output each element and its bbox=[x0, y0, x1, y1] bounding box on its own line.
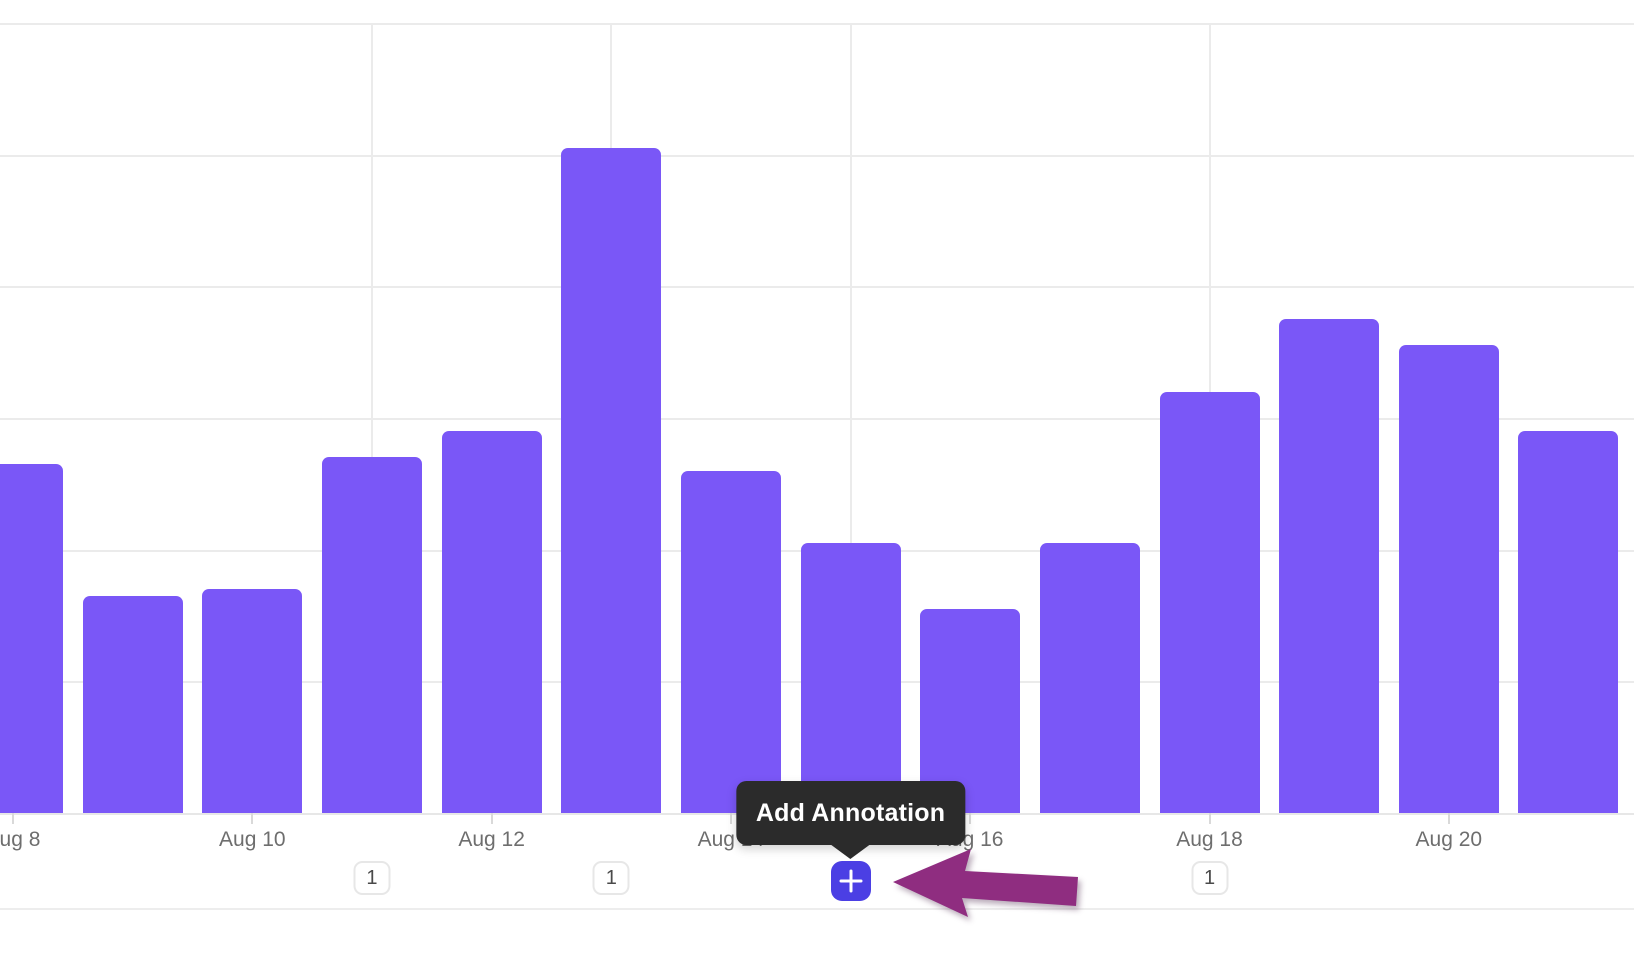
bar-aug-20[interactable] bbox=[1398, 345, 1499, 813]
gridline-horizontal bbox=[0, 417, 1634, 420]
gridline-horizontal bbox=[0, 286, 1634, 289]
bar-aug-12[interactable] bbox=[441, 431, 542, 813]
x-axis-label: Aug 18 bbox=[1176, 828, 1243, 851]
bar-aug-16[interactable] bbox=[920, 608, 1021, 813]
bar-aug-9[interactable] bbox=[82, 595, 183, 813]
bottom-separator-line bbox=[0, 908, 1634, 910]
x-axis-tick bbox=[1208, 813, 1211, 824]
annotation-count-badge-aug-11[interactable]: 1 bbox=[353, 861, 391, 895]
annotation-count-badge-aug-13[interactable]: 1 bbox=[592, 861, 630, 895]
arrow-icon bbox=[893, 849, 1078, 917]
bar-aug-15[interactable] bbox=[800, 543, 901, 813]
x-axis-label: Aug 12 bbox=[458, 828, 525, 851]
bar-aug-18[interactable] bbox=[1159, 391, 1260, 813]
bar-aug-19[interactable] bbox=[1279, 319, 1380, 813]
annotation-count-badge-aug-18[interactable]: 1 bbox=[1191, 861, 1228, 895]
bar-aug-8[interactable] bbox=[0, 463, 63, 813]
x-axis-tick bbox=[1447, 813, 1450, 824]
bar-aug-11[interactable] bbox=[321, 457, 422, 813]
x-axis-label: Aug 10 bbox=[219, 828, 286, 851]
x-axis-tick bbox=[251, 813, 254, 824]
x-axis-tick bbox=[12, 813, 14, 824]
annotation-marker-line bbox=[849, 22, 852, 813]
x-axis-label: Aug 8 bbox=[0, 828, 41, 851]
bar-aug-21[interactable] bbox=[1518, 431, 1619, 813]
x-axis-tick bbox=[729, 813, 732, 824]
bar-aug-13[interactable] bbox=[561, 147, 662, 813]
plus-icon bbox=[839, 869, 863, 893]
add-annotation-button[interactable] bbox=[830, 861, 871, 901]
x-axis-tick bbox=[969, 813, 972, 824]
gridline-horizontal bbox=[0, 154, 1634, 157]
gridline-horizontal bbox=[0, 22, 1634, 25]
x-axis-label: Aug 20 bbox=[1415, 828, 1483, 851]
add-annotation-tooltip: Add Annotation bbox=[735, 781, 966, 859]
bar-aug-14[interactable] bbox=[680, 470, 781, 813]
bar-aug-10[interactable] bbox=[202, 589, 303, 813]
annotation-marker-line bbox=[370, 22, 373, 813]
add-annotation-tooltip-label: Add Annotation bbox=[755, 798, 946, 827]
tooltip-pointer bbox=[831, 845, 870, 859]
x-axis-tick bbox=[490, 813, 493, 824]
bar-aug-17[interactable] bbox=[1039, 543, 1140, 813]
